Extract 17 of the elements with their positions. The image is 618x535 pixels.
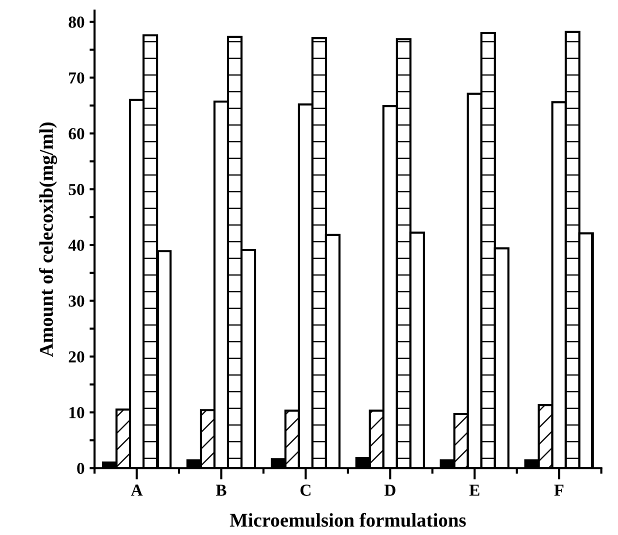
y-tick-label: 20 bbox=[68, 351, 84, 363]
y-tick-label: 70 bbox=[69, 72, 84, 84]
x-tick-label: E bbox=[469, 484, 480, 496]
y-tick-label: 30 bbox=[68, 295, 84, 307]
x-tick-label: D bbox=[384, 484, 396, 496]
y-tick-label: 60 bbox=[68, 128, 84, 140]
x-tick-label: A bbox=[130, 484, 143, 496]
y-tick-label: 40 bbox=[68, 240, 84, 251]
x-tick-label: C bbox=[300, 484, 310, 496]
y-tick-label: 50 bbox=[68, 184, 84, 196]
x-tick-label: B bbox=[216, 484, 226, 496]
y-tick-label: 10 bbox=[70, 407, 84, 418]
y-axis-title: Amount of celecoxib(mg/ml) bbox=[39, 122, 58, 357]
y-tick-label: 0 bbox=[77, 462, 84, 474]
x-tick-label: F bbox=[554, 484, 564, 496]
y-tick-label: 80 bbox=[68, 16, 84, 28]
x-axis-title: Microemulsion formulations bbox=[230, 512, 466, 527]
